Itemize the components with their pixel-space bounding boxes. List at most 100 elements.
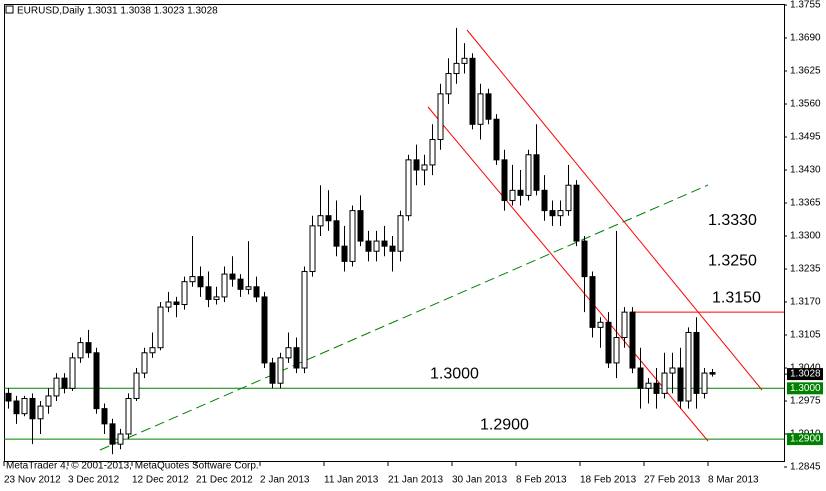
- y-tick-label: 1.2975: [790, 396, 821, 407]
- candle-body: [637, 367, 644, 389]
- x-tick-label: 27 Feb 2013: [644, 475, 701, 486]
- candle-body: [261, 296, 268, 364]
- candle-body: [453, 62, 460, 75]
- candle-body: [341, 245, 348, 262]
- y-tick-label: 1.3170: [790, 297, 821, 308]
- candle-body: [589, 276, 596, 328]
- candle-body: [549, 210, 556, 217]
- annotation: 1.3330: [708, 212, 757, 229]
- candle-body: [189, 276, 196, 283]
- candle-body: [101, 408, 108, 425]
- candle-body: [701, 372, 708, 394]
- candle-body: [573, 184, 580, 242]
- candle-body: [517, 189, 524, 196]
- plot-frame: [4, 4, 785, 462]
- candle-body: [277, 357, 284, 384]
- y-tick-label: 1.2845: [790, 462, 821, 473]
- candle-body: [325, 215, 332, 222]
- last-price-label: 1.3028: [790, 369, 821, 380]
- x-tick-label: 3 Dec 2012: [68, 475, 120, 486]
- candle-body: [213, 296, 220, 300]
- candle-body: [229, 273, 236, 280]
- candle-body: [405, 159, 412, 217]
- candle-body: [269, 362, 276, 384]
- level-label: 1.3150: [712, 289, 761, 306]
- last-price-tag: [787, 368, 823, 381]
- candle-body: [149, 347, 156, 354]
- y-tick-label: 1.3300: [790, 231, 821, 242]
- candle-body: [317, 215, 324, 227]
- y-tick-label: 1.3560: [790, 99, 821, 110]
- candle-body: [301, 271, 308, 369]
- candle-body: [181, 281, 188, 306]
- candle-body: [165, 301, 172, 308]
- candle-body: [109, 423, 116, 445]
- candle-body: [157, 306, 164, 349]
- candle-body: [285, 347, 292, 359]
- candle-body: [565, 184, 572, 212]
- candle-body: [677, 367, 684, 402]
- candle-body: [93, 352, 100, 410]
- y-tick-label: 1.3105: [790, 330, 821, 341]
- candle-body: [709, 372, 716, 375]
- candle-body: [685, 331, 692, 402]
- candle-body: [173, 301, 180, 306]
- candle-body: [357, 210, 364, 242]
- candle-body: [597, 321, 604, 328]
- candle-body: [293, 347, 300, 369]
- annotation: 1.3250: [708, 253, 757, 270]
- candle-body: [53, 377, 60, 397]
- candle-body: [117, 433, 124, 445]
- level-axis-tag: [787, 433, 823, 446]
- candle-body: [141, 352, 148, 374]
- candle-body: [21, 397, 28, 415]
- chart-icon: [5, 5, 14, 14]
- candle-body: [533, 154, 540, 191]
- y-tick-label: 1.3365: [790, 198, 821, 209]
- candle-body: [605, 321, 612, 364]
- candle-body: [541, 189, 548, 212]
- candle-body: [373, 240, 380, 252]
- candle-body: [693, 331, 700, 394]
- candle-body: [61, 377, 68, 389]
- candle-body: [613, 337, 620, 364]
- footer: MetaTrader 4, © 2001-2013, MetaQuotes So…: [6, 461, 259, 472]
- candle-body: [557, 210, 564, 217]
- x-tick-label: 12 Dec 2012: [132, 475, 189, 486]
- candle-body: [237, 278, 244, 290]
- candle-body: [205, 286, 212, 300]
- channel-lower: [427, 106, 709, 442]
- candle-body: [13, 400, 20, 415]
- candle-body: [661, 372, 668, 394]
- candle-body: [429, 139, 436, 166]
- candle-body: [669, 367, 676, 374]
- x-tick-label: 18 Feb 2013: [580, 475, 637, 486]
- candle-body: [645, 382, 652, 389]
- x-tick-label: 23 Nov 2012: [4, 475, 61, 486]
- candle-body: [397, 215, 404, 252]
- candle-body: [253, 286, 260, 298]
- candle-body: [437, 93, 444, 141]
- candle-body: [621, 311, 628, 339]
- candle-body: [629, 311, 636, 369]
- candle-body: [125, 397, 132, 435]
- candle-body: [445, 73, 452, 95]
- chart-title: EURUSD,Daily 1.3031 1.3038 1.3023 1.3028: [17, 6, 218, 17]
- candle-body: [509, 189, 516, 201]
- x-tick-label: 21 Jan 2013: [388, 475, 443, 486]
- candle-body: [133, 372, 140, 399]
- level-axis-tag-label: 1.3000: [790, 383, 821, 394]
- candle-body: [525, 154, 532, 196]
- candle-body: [389, 245, 396, 252]
- candle-body: [197, 276, 204, 288]
- candle-body: [461, 57, 468, 64]
- candle-body: [77, 342, 84, 359]
- candle-body: [477, 93, 484, 125]
- candle-body: [45, 395, 52, 407]
- candle-body: [581, 240, 588, 278]
- candle-body: [413, 159, 420, 171]
- x-tick-label: 11 Jan 2013: [324, 475, 379, 486]
- x-tick-label: 21 Dec 2012: [196, 475, 253, 486]
